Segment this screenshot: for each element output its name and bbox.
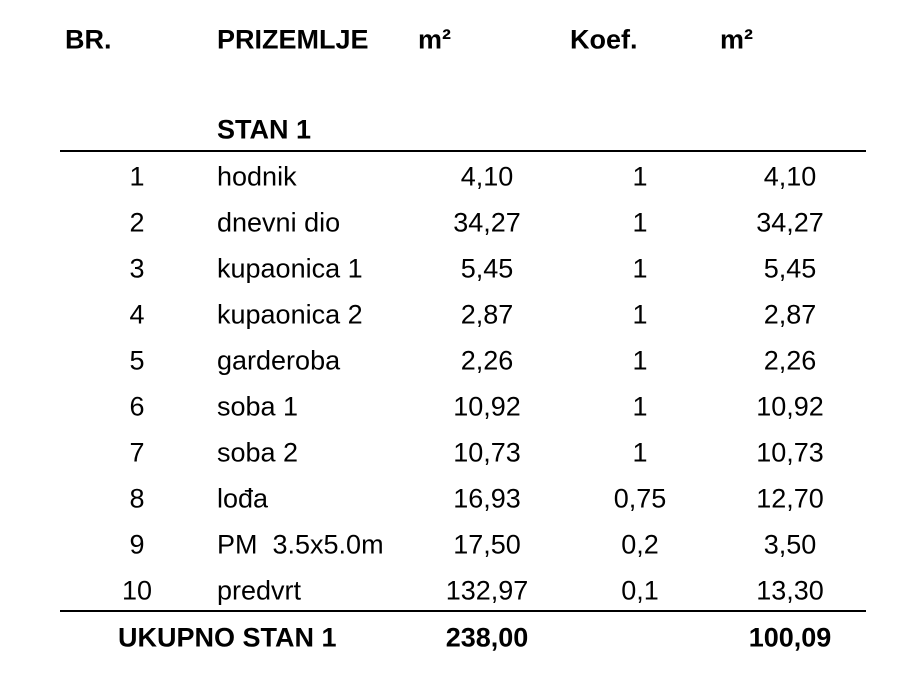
rule [60, 610, 866, 612]
table-cell: 0,2 [621, 529, 659, 560]
table-cell: 1 [632, 391, 648, 422]
table-cell: 1 [632, 161, 648, 192]
table-cell: 3,50 [763, 529, 817, 560]
header-cell: m² [720, 24, 753, 55]
table-cell: 2,87 [763, 299, 817, 330]
table-cell: 7 [129, 437, 145, 468]
header-cell: Koef. [570, 24, 638, 55]
table-cell: 4 [129, 299, 145, 330]
table-cell: 10,92 [756, 391, 824, 422]
table-cell: 1 [632, 437, 648, 468]
table-cell: 132,97 [445, 575, 529, 606]
table-cell: 2,87 [460, 299, 514, 330]
table-cell: kupaonica 2 [217, 299, 363, 330]
table-cell: 0,75 [613, 483, 667, 514]
table-cell: kupaonica 1 [217, 253, 363, 284]
table-cell: 5,45 [763, 253, 817, 284]
table-cell: 4,10 [763, 161, 817, 192]
table-cell: 13,30 [756, 575, 824, 606]
table-cell: 3 [129, 253, 145, 284]
table-cell: 16,93 [453, 483, 521, 514]
table-cell: 1 [632, 345, 648, 376]
table-cell: soba 2 [217, 437, 299, 468]
table-cell: 10,92 [453, 391, 521, 422]
table-cell: hodnik [217, 161, 297, 192]
table-cell: 5 [129, 345, 145, 376]
section-title: STAN 1 [217, 114, 312, 145]
table-cell: 9 [129, 529, 145, 560]
table-cell: PM 3.5x5.0m [217, 529, 384, 560]
footer-total: 100,09 [748, 622, 832, 653]
table-cell: garderoba [217, 345, 341, 376]
table-cell: 8 [129, 483, 145, 514]
table-cell: 1 [129, 161, 145, 192]
table-cell: 10,73 [756, 437, 824, 468]
table-cell: soba 1 [217, 391, 299, 422]
table-cell: dnevni dio [217, 207, 341, 238]
table-cell: 34,27 [453, 207, 521, 238]
table-cell: 4,10 [460, 161, 514, 192]
footer-area: 238,00 [445, 622, 529, 653]
table-cell: 10,73 [453, 437, 521, 468]
table-cell: 2,26 [460, 345, 514, 376]
header-cell: BR. [65, 24, 112, 55]
table-cell: 2,26 [763, 345, 817, 376]
table-cell: 6 [129, 391, 145, 422]
table-cell: 1 [632, 299, 648, 330]
table-cell: 1 [632, 253, 648, 284]
table-cell: 1 [632, 207, 648, 238]
table-cell: 5,45 [460, 253, 514, 284]
header-cell: m² [418, 24, 451, 55]
table-cell: 2 [129, 207, 145, 238]
table-cell: 17,50 [453, 529, 521, 560]
header-cell: PRIZEMLJE [217, 24, 369, 55]
table-cell: 0,1 [621, 575, 659, 606]
table-cell: lođa [217, 483, 269, 514]
table-cell: 10 [121, 575, 153, 606]
table-cell: 34,27 [756, 207, 824, 238]
table-cell: predvrt [217, 575, 302, 606]
rule [60, 150, 866, 152]
footer-label: UKUPNO STAN 1 [118, 622, 337, 653]
table-cell: 12,70 [756, 483, 824, 514]
